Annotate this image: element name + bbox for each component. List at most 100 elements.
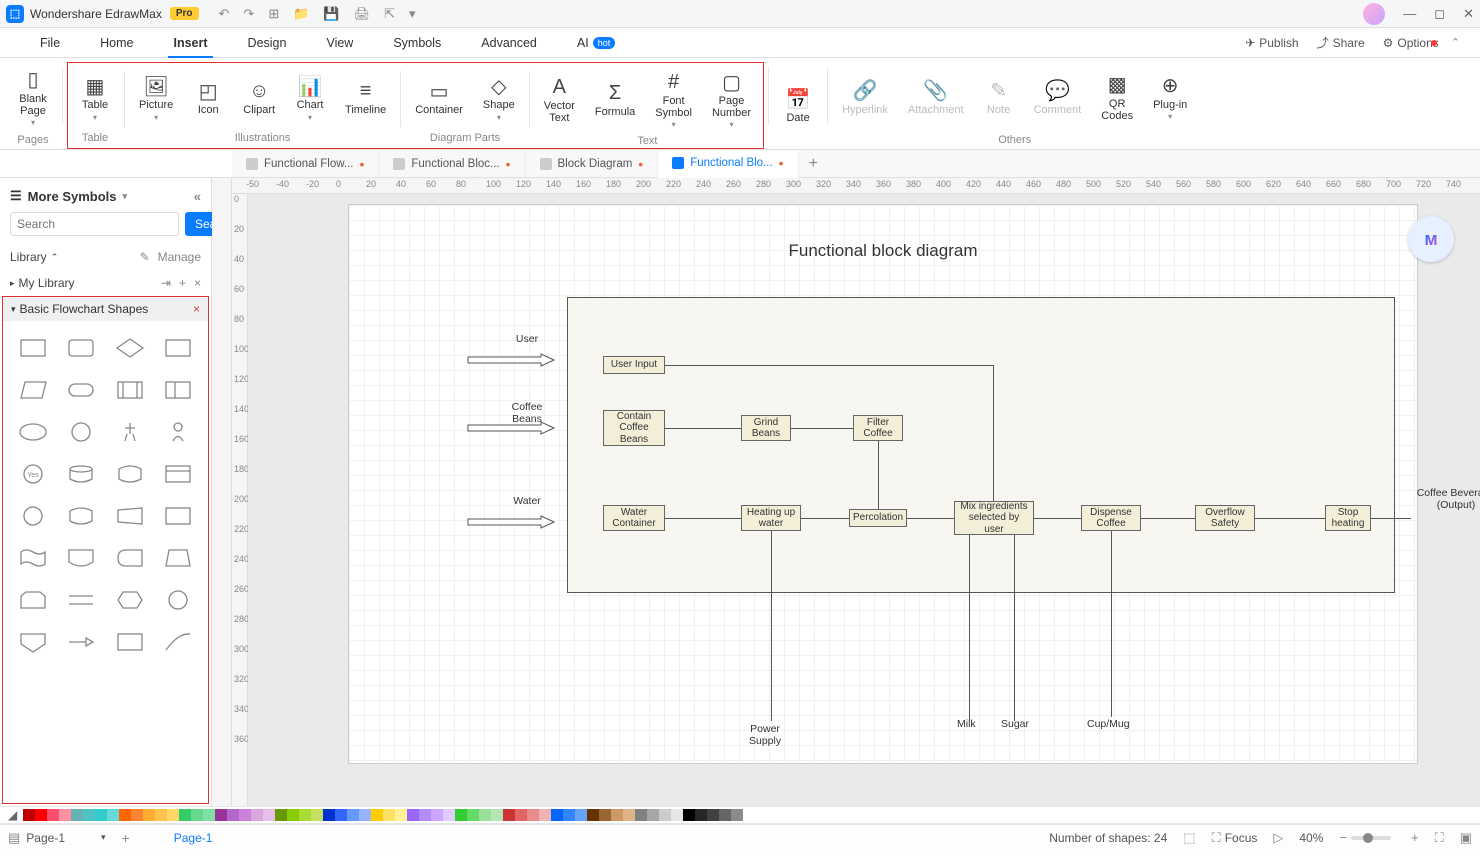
color-swatch[interactable] bbox=[383, 809, 395, 821]
color-swatch[interactable] bbox=[443, 809, 455, 821]
shape-stencil[interactable] bbox=[110, 541, 150, 575]
node-overflow[interactable]: Overflow Safety bbox=[1195, 505, 1255, 531]
fontsymbol-button[interactable]: #Font Symbol▾ bbox=[645, 65, 702, 133]
undo-icon[interactable]: ↶ bbox=[219, 6, 230, 22]
shape-stencil[interactable] bbox=[158, 625, 198, 659]
color-swatch[interactable] bbox=[323, 809, 335, 821]
color-swatch[interactable] bbox=[155, 809, 167, 821]
color-swatch[interactable] bbox=[563, 809, 575, 821]
node-heat[interactable]: Heating up water bbox=[741, 505, 801, 531]
color-swatch[interactable] bbox=[71, 809, 83, 821]
shape-stencil[interactable]: Yes bbox=[13, 457, 53, 491]
share-button[interactable]: ⤴Share bbox=[1317, 34, 1365, 51]
present-icon[interactable]: ▷ bbox=[1273, 830, 1283, 846]
color-swatch[interactable] bbox=[359, 809, 371, 821]
color-swatch[interactable] bbox=[587, 809, 599, 821]
new-doc-button[interactable]: + bbox=[799, 155, 828, 173]
color-swatch[interactable] bbox=[143, 809, 155, 821]
doc-tab[interactable]: Block Diagram• bbox=[526, 150, 659, 177]
zoom-slider[interactable] bbox=[1351, 836, 1391, 840]
color-swatch[interactable] bbox=[659, 809, 671, 821]
color-swatch[interactable] bbox=[275, 809, 287, 821]
shape-stencil[interactable] bbox=[13, 331, 53, 365]
formula-button[interactable]: ΣFormula bbox=[585, 65, 645, 133]
ai-assistant-button[interactable]: ᴍ bbox=[1408, 216, 1454, 262]
color-swatch[interactable] bbox=[431, 809, 443, 821]
shape-stencil[interactable] bbox=[110, 415, 150, 449]
color-swatch[interactable] bbox=[419, 809, 431, 821]
color-swatch[interactable] bbox=[263, 809, 275, 821]
shape-button[interactable]: ◇Shape▾ bbox=[473, 65, 525, 130]
minimize-icon[interactable]: — bbox=[1403, 6, 1416, 22]
section-close-icon[interactable]: × bbox=[193, 302, 200, 316]
color-swatch[interactable] bbox=[167, 809, 179, 821]
menu-ai[interactable]: AIhot bbox=[557, 28, 635, 57]
color-swatch[interactable] bbox=[719, 809, 731, 821]
container-button[interactable]: ▭Container bbox=[405, 65, 473, 130]
chart-button[interactable]: 📊Chart▾ bbox=[285, 65, 335, 130]
blank-page-button[interactable]: ▯Blank Page▾ bbox=[8, 62, 58, 132]
shape-stencil[interactable] bbox=[13, 541, 53, 575]
shape-stencil[interactable] bbox=[110, 457, 150, 491]
color-swatch[interactable] bbox=[647, 809, 659, 821]
node-dispense[interactable]: Dispense Coffee bbox=[1081, 505, 1141, 531]
clipart-button[interactable]: ☺Clipart bbox=[233, 65, 285, 130]
menu-insert[interactable]: Insert bbox=[154, 28, 228, 57]
color-swatch[interactable] bbox=[479, 809, 491, 821]
shape-stencil[interactable] bbox=[158, 541, 198, 575]
attachment-button[interactable]: 📎Attachment bbox=[898, 62, 974, 132]
color-swatch[interactable] bbox=[227, 809, 239, 821]
node-filter[interactable]: Filter Coffee bbox=[853, 415, 903, 441]
color-swatch[interactable] bbox=[551, 809, 563, 821]
color-swatch[interactable] bbox=[503, 809, 515, 821]
node-water[interactable]: Water Container bbox=[603, 505, 665, 531]
color-swatch[interactable] bbox=[59, 809, 71, 821]
lib-import-icon[interactable]: ⇥ bbox=[161, 276, 171, 290]
color-swatch[interactable] bbox=[239, 809, 251, 821]
doc-tab[interactable]: Functional Blo...• bbox=[658, 151, 798, 178]
picture-button[interactable]: 🖼Picture▾ bbox=[129, 65, 183, 130]
shape-stencil[interactable] bbox=[158, 373, 198, 407]
shape-stencil[interactable] bbox=[110, 331, 150, 365]
mylib-label[interactable]: My Library bbox=[19, 276, 75, 290]
print-icon[interactable]: 🖨 bbox=[354, 6, 371, 22]
color-swatch[interactable] bbox=[251, 809, 263, 821]
color-swatch[interactable] bbox=[395, 809, 407, 821]
new-icon[interactable]: ⊞ bbox=[268, 6, 279, 22]
node-contain[interactable]: Contain Coffee Beans bbox=[603, 410, 665, 446]
shape-stencil[interactable] bbox=[110, 499, 150, 533]
export-icon[interactable]: ⇱ bbox=[384, 6, 395, 22]
shape-stencil[interactable] bbox=[61, 499, 101, 533]
color-swatch[interactable] bbox=[203, 809, 215, 821]
qr-button[interactable]: ▩QR Codes bbox=[1091, 62, 1143, 132]
menu-home[interactable]: Home bbox=[80, 28, 153, 57]
zoom-in-icon[interactable]: + bbox=[1411, 830, 1419, 845]
menu-design[interactable]: Design bbox=[228, 28, 307, 57]
color-swatch[interactable] bbox=[311, 809, 323, 821]
color-swatch[interactable] bbox=[695, 809, 707, 821]
page-selector[interactable]: Page-1▾ bbox=[20, 831, 111, 845]
shape-stencil[interactable] bbox=[158, 415, 198, 449]
save-icon[interactable]: 💾 bbox=[323, 6, 339, 22]
color-swatch[interactable] bbox=[299, 809, 311, 821]
fullpage-icon[interactable]: ▣ bbox=[1460, 830, 1472, 846]
manage-button[interactable]: Manage bbox=[158, 250, 201, 264]
color-swatch[interactable] bbox=[347, 809, 359, 821]
lib-add-icon[interactable]: + bbox=[179, 276, 186, 290]
shape-stencil[interactable] bbox=[110, 373, 150, 407]
comment-button[interactable]: 💬Comment bbox=[1024, 62, 1092, 132]
color-swatch[interactable] bbox=[515, 809, 527, 821]
page-tab[interactable]: Page-1 bbox=[174, 831, 213, 845]
hyperlink-button[interactable]: 🔗Hyperlink bbox=[832, 62, 898, 132]
layers-icon[interactable]: ⬚ bbox=[1183, 830, 1195, 846]
color-swatch[interactable] bbox=[467, 809, 479, 821]
node-user-input[interactable]: User Input bbox=[603, 356, 665, 374]
color-swatch[interactable] bbox=[215, 809, 227, 821]
add-page-button[interactable]: + bbox=[122, 830, 130, 846]
shape-stencil[interactable] bbox=[61, 457, 101, 491]
doc-tab[interactable]: Functional Flow...• bbox=[232, 150, 379, 177]
color-swatch[interactable] bbox=[35, 809, 47, 821]
color-swatch[interactable] bbox=[671, 809, 683, 821]
redo-icon[interactable]: ↷ bbox=[243, 6, 254, 22]
icon-button[interactable]: ◰Icon bbox=[183, 65, 233, 130]
